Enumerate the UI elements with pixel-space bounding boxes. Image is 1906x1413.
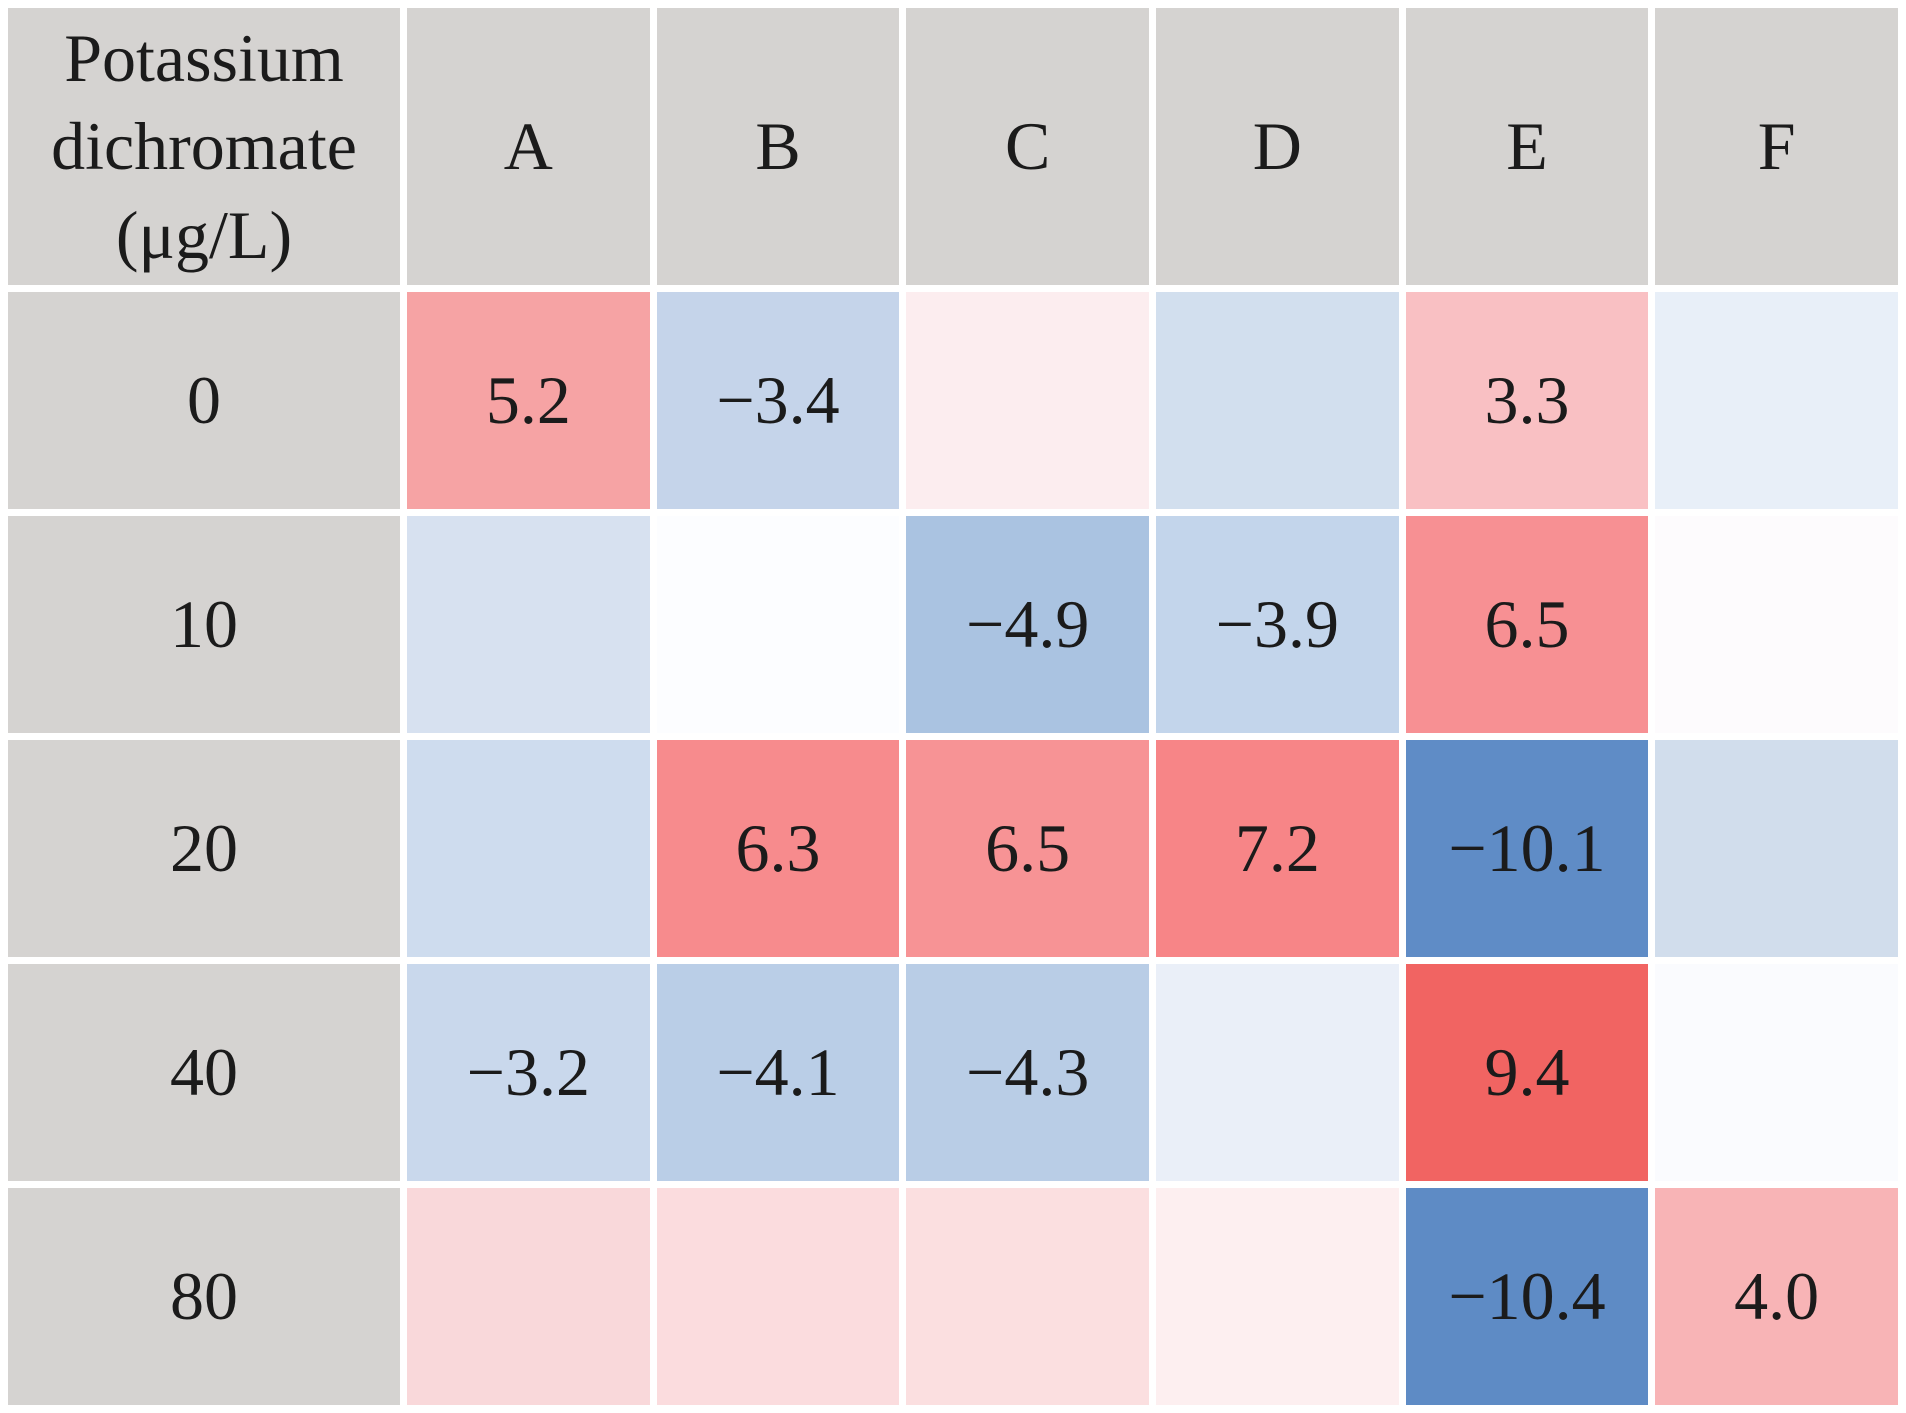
heatmap-cell-80-c (906, 1188, 1149, 1405)
heatmap-cell-80-f: 4.0 (1655, 1188, 1898, 1405)
column-header-e: E (1405, 8, 1649, 285)
heatmap-cell-20-d: 7.2 (1156, 740, 1399, 957)
row-label-0: 0 (8, 292, 400, 509)
heatmap-cell-40-e: 9.4 (1405, 964, 1649, 1181)
heatmap-cell-0-f (1655, 292, 1898, 509)
heatmap-cell-20-b: 6.3 (656, 740, 900, 957)
row-label-20: 20 (8, 740, 400, 957)
heatmap-cell-40-b: −4.1 (656, 964, 900, 1181)
heatmap-cell-80-a (407, 1188, 650, 1405)
column-header-c: C (906, 8, 1149, 285)
heatmap-cell-0-a: 5.2 (407, 292, 650, 509)
heatmap-cell-10-c: −4.9 (906, 516, 1149, 733)
heatmap-cell-10-e: 6.5 (1405, 516, 1649, 733)
heatmap-cell-0-e: 3.3 (1405, 292, 1649, 509)
heatmap-cell-10-d: −3.9 (1156, 516, 1399, 733)
heatmap-cell-40-c: −4.3 (906, 964, 1149, 1181)
heatmap-cell-20-f (1655, 740, 1898, 957)
column-header-a: A (407, 8, 650, 285)
heatmap-cell-40-d (1156, 964, 1399, 1181)
heatmap-cell-80-e: −10.4 (1405, 1188, 1649, 1405)
column-header-f: F (1655, 8, 1898, 285)
heatmap-cell-20-a (407, 740, 650, 957)
row-label-10: 10 (8, 516, 400, 733)
heatmap-cell-10-a (407, 516, 650, 733)
heatmap-cell-0-c (906, 292, 1149, 509)
heatmap-cell-0-d (1156, 292, 1399, 509)
row-label-80: 80 (8, 1188, 400, 1405)
column-header-b: B (656, 8, 900, 285)
heatmap-cell-10-f (1655, 516, 1898, 733)
heatmap-cell-40-a: −3.2 (407, 964, 650, 1181)
heatmap-cell-20-c: 6.5 (906, 740, 1149, 957)
row-label-40: 40 (8, 964, 400, 1181)
heatmap-cell-80-d (1156, 1188, 1399, 1405)
column-header-d: D (1156, 8, 1399, 285)
corner-header-label: Potassium dichromate (μg/L) (8, 8, 400, 285)
heatmap-cell-0-b: −3.4 (656, 292, 900, 509)
heatmap-cell-40-f (1655, 964, 1898, 1181)
heatmap-cell-20-e: −10.1 (1405, 740, 1649, 957)
heatmap-cell-10-b (656, 516, 900, 733)
heatmap-cell-80-b (656, 1188, 900, 1405)
